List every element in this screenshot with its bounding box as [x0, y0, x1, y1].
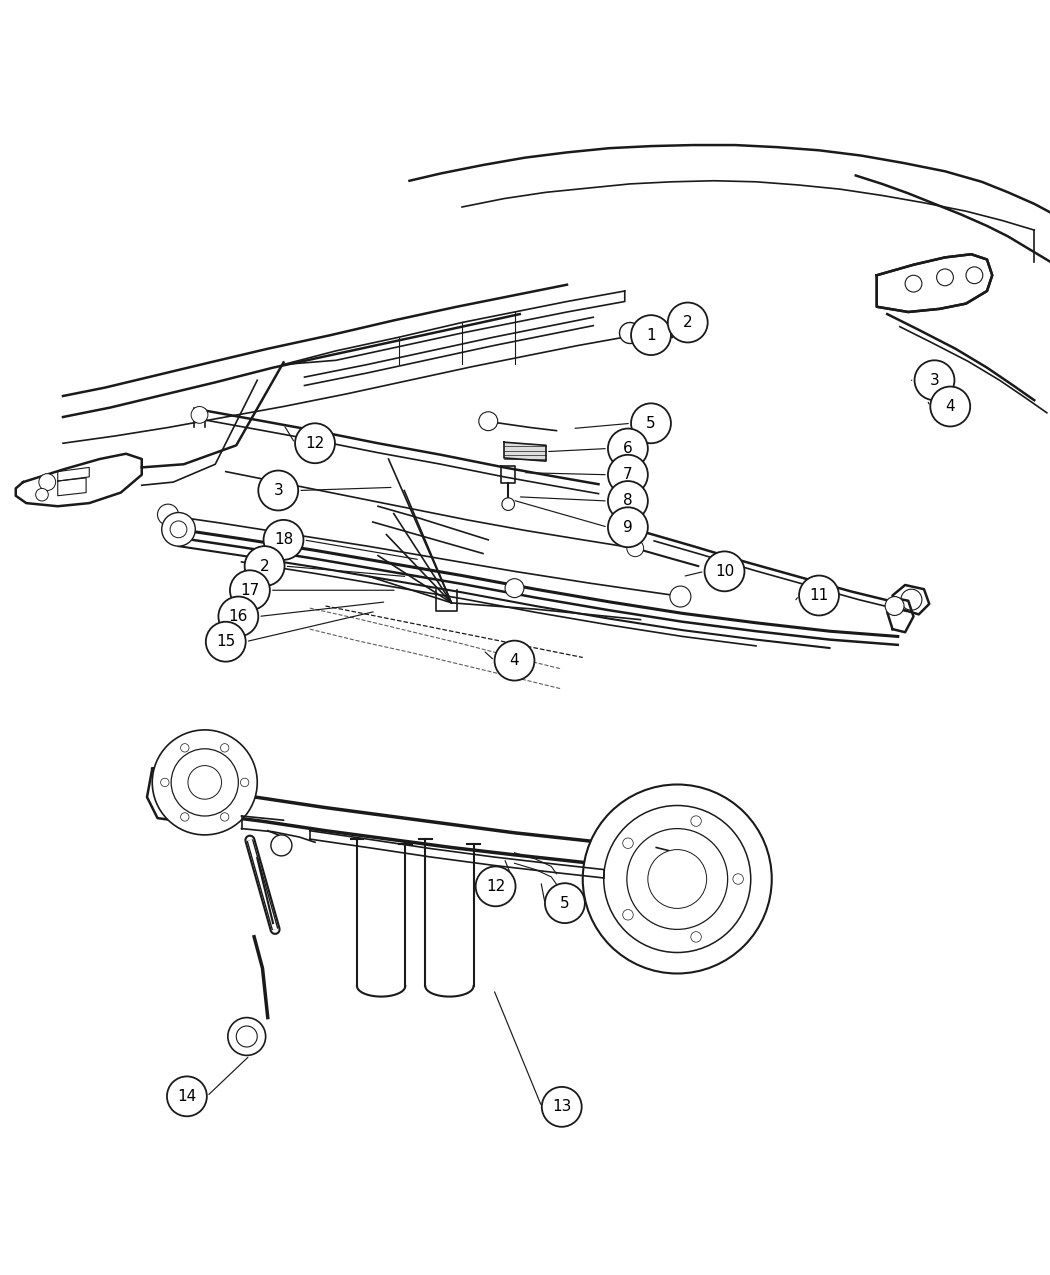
- Circle shape: [648, 849, 707, 908]
- Circle shape: [162, 513, 195, 546]
- Circle shape: [668, 302, 708, 343]
- Circle shape: [583, 784, 772, 974]
- Circle shape: [631, 403, 671, 444]
- Circle shape: [158, 504, 179, 525]
- Circle shape: [495, 640, 534, 681]
- Circle shape: [245, 546, 285, 587]
- Circle shape: [295, 423, 335, 463]
- Circle shape: [240, 778, 249, 787]
- Text: 2: 2: [259, 558, 270, 574]
- Text: 15: 15: [216, 634, 235, 649]
- Circle shape: [691, 932, 701, 942]
- Text: 11: 11: [810, 588, 828, 603]
- Circle shape: [705, 551, 744, 592]
- Circle shape: [36, 488, 48, 501]
- Text: 7: 7: [623, 467, 633, 482]
- Circle shape: [476, 867, 516, 907]
- Circle shape: [167, 1076, 207, 1117]
- Circle shape: [161, 778, 169, 787]
- Polygon shape: [147, 750, 250, 821]
- Circle shape: [604, 806, 751, 952]
- Circle shape: [191, 407, 208, 423]
- Circle shape: [206, 622, 246, 662]
- Circle shape: [608, 455, 648, 495]
- Circle shape: [230, 570, 270, 611]
- Circle shape: [264, 520, 303, 560]
- Text: 3: 3: [929, 372, 940, 388]
- Text: 14: 14: [177, 1089, 196, 1104]
- Text: 3: 3: [273, 483, 284, 499]
- Circle shape: [170, 521, 187, 538]
- Circle shape: [271, 835, 292, 856]
- Text: 16: 16: [229, 609, 248, 623]
- Circle shape: [505, 579, 524, 598]
- Circle shape: [218, 597, 258, 636]
- Circle shape: [915, 361, 954, 400]
- Circle shape: [627, 829, 728, 929]
- Circle shape: [220, 812, 229, 821]
- Text: 5: 5: [560, 895, 570, 910]
- Circle shape: [799, 575, 839, 616]
- Circle shape: [545, 884, 585, 923]
- Circle shape: [608, 481, 648, 521]
- Circle shape: [623, 909, 633, 921]
- Text: 9: 9: [623, 520, 633, 534]
- Text: 5: 5: [646, 416, 656, 431]
- Circle shape: [901, 589, 922, 611]
- Circle shape: [479, 412, 498, 431]
- Circle shape: [181, 812, 189, 821]
- Polygon shape: [877, 254, 992, 312]
- Circle shape: [937, 269, 953, 286]
- Text: 1: 1: [646, 328, 656, 343]
- Text: 17: 17: [240, 583, 259, 598]
- Circle shape: [885, 597, 904, 616]
- Text: 18: 18: [274, 533, 293, 547]
- Circle shape: [181, 743, 189, 752]
- Circle shape: [542, 1086, 582, 1127]
- Text: 4: 4: [509, 653, 520, 668]
- Circle shape: [905, 275, 922, 292]
- Circle shape: [620, 323, 640, 343]
- Circle shape: [627, 539, 644, 557]
- Polygon shape: [504, 442, 546, 462]
- Circle shape: [228, 1017, 266, 1056]
- Circle shape: [171, 748, 238, 816]
- Circle shape: [966, 266, 983, 283]
- Text: 10: 10: [715, 564, 734, 579]
- Text: 6: 6: [623, 441, 633, 456]
- Circle shape: [631, 315, 671, 354]
- Circle shape: [670, 586, 691, 607]
- Text: 12: 12: [486, 878, 505, 894]
- Text: 13: 13: [552, 1099, 571, 1114]
- Circle shape: [608, 507, 648, 547]
- Circle shape: [236, 1026, 257, 1047]
- Circle shape: [930, 386, 970, 426]
- Text: 4: 4: [945, 399, 956, 414]
- Circle shape: [188, 765, 222, 799]
- Circle shape: [691, 816, 701, 826]
- Circle shape: [39, 474, 56, 491]
- Text: 8: 8: [623, 493, 633, 509]
- Circle shape: [623, 838, 633, 848]
- Circle shape: [258, 470, 298, 510]
- Circle shape: [220, 743, 229, 752]
- Text: 12: 12: [306, 436, 324, 451]
- Circle shape: [152, 729, 257, 835]
- Circle shape: [733, 873, 743, 885]
- Text: 2: 2: [682, 315, 693, 330]
- Circle shape: [502, 497, 514, 510]
- Circle shape: [608, 428, 648, 468]
- Polygon shape: [16, 454, 142, 506]
